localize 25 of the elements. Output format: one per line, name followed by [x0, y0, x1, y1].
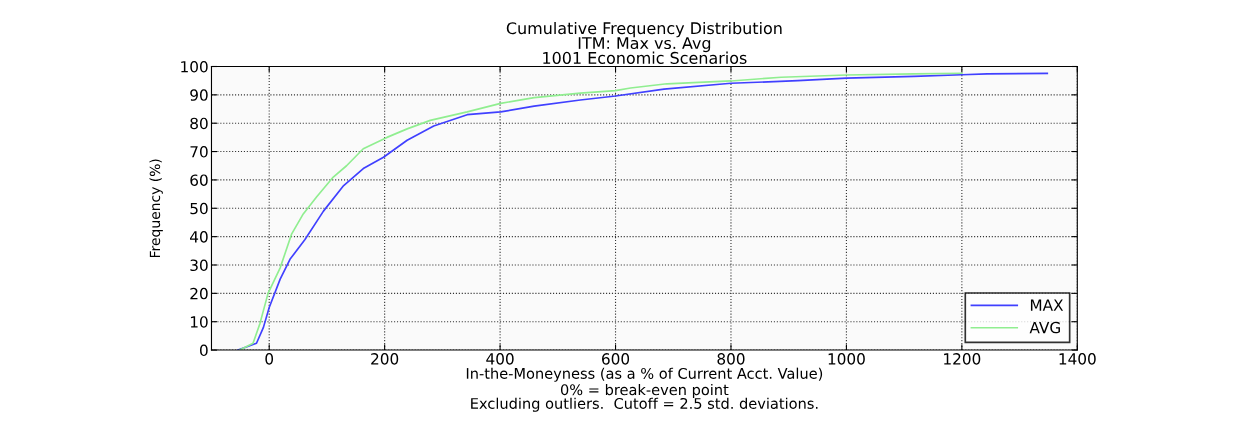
- legend-label: AVG: [1029, 321, 1060, 334]
- x-tick-label: 1000: [828, 353, 865, 365]
- x-tick-label: 600: [602, 353, 630, 365]
- y-tick-label: 50: [190, 202, 208, 215]
- y-tick-label: 100: [181, 60, 208, 73]
- legend-label: MAX: [1030, 299, 1064, 311]
- text: Excluding outliers. Cutoff = 2.5 std. deviations.: [471, 397, 818, 412]
- x-tick-label: 1400: [1059, 353, 1096, 365]
- x-tick-label: 0: [265, 353, 274, 365]
- x-tick-label: 800: [717, 353, 745, 365]
- y-tick-label: 30: [190, 259, 208, 272]
- y-tick-label: 90: [190, 89, 208, 101]
- y-tick-label: 20: [190, 287, 208, 300]
- x-tick-label: 200: [371, 353, 399, 365]
- y-tick-label: 0: [199, 344, 208, 357]
- y-tick-label: 10: [190, 316, 208, 328]
- x-tick-label: 1200: [944, 353, 981, 365]
- x-axis-title: In-the-Moneyness (as a % of Current Acct. Value): [466, 367, 823, 382]
- y-tick-label: 60: [190, 174, 208, 186]
- y-tick-label: 40: [190, 231, 208, 243]
- chart-title: Cumulative Frequency Distribution ITM: Max vs. Avg 1001 Economic Scenarios: [506, 21, 782, 64]
- x-tick-label: 400: [486, 353, 514, 365]
- y-axis-title: Frequency (%): [149, 159, 163, 258]
- y-tick-label: 80: [190, 117, 208, 130]
- y-tick-label: 70: [190, 146, 208, 158]
